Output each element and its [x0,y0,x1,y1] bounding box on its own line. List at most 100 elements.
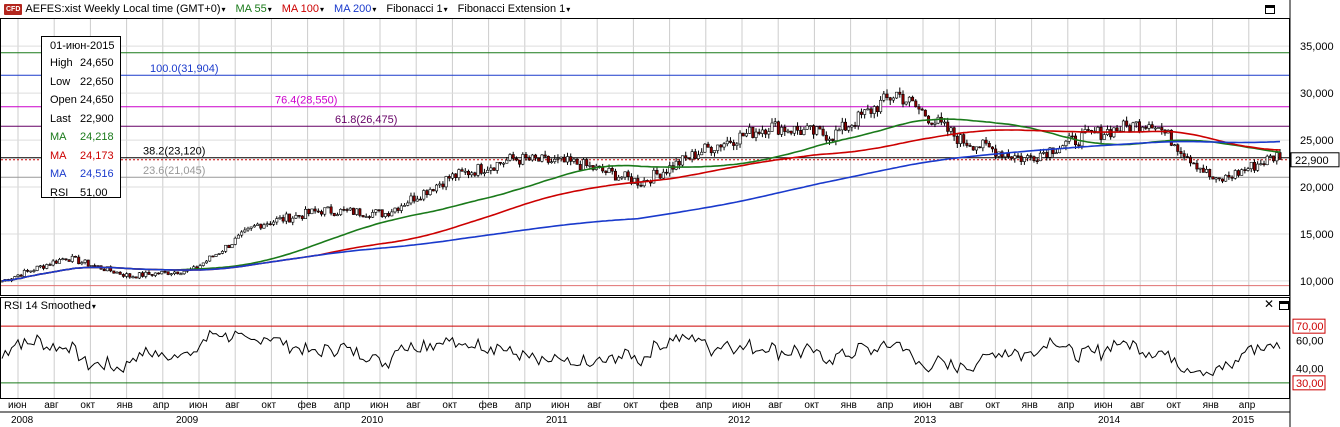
price-candle [415,198,419,202]
price-candle [489,167,493,171]
toolbar-item-1[interactable]: MA 55▾ [236,3,272,15]
price-candle [1115,127,1119,132]
price-candle [588,165,592,167]
chart-toolbar: CFD AEFES:xist Weekly Local time (GMT+0)… [0,0,1290,18]
price-candle [259,223,263,229]
rsi-tick-label: 70,00 [1296,321,1324,333]
price-candle [780,127,784,135]
price-candle [495,161,499,171]
price-candle [105,266,109,272]
price-candle [163,271,167,273]
toolbar-item-5[interactable]: Fibonacci Extension 1▾ [458,3,571,15]
maximize-rsi-panel-icon[interactable] [1279,301,1289,310]
price-candle [936,116,940,124]
fib-level-label: 38.2(23,120) [143,146,205,158]
price-candle [342,209,346,211]
rsi-tick-label: 30,00 [1296,378,1324,390]
price-candle [799,130,803,135]
price-candle [89,265,93,267]
month-label: авг [406,400,421,411]
dropdown-caret-icon[interactable]: ▾ [267,5,272,14]
price-candle [875,106,879,113]
price-candle [578,163,582,171]
dropdown-caret-icon[interactable]: ▾ [443,5,448,14]
price-candle [460,169,464,172]
dropdown-caret-icon[interactable]: ▾ [372,5,377,14]
price-candle [933,122,937,125]
price-candle [1205,169,1209,173]
price-candle [479,164,483,174]
price-candle [214,254,218,257]
price-candle [351,207,355,215]
price-candle [518,159,522,165]
price-candle [665,171,669,174]
dropdown-caret-icon[interactable]: ▾ [566,5,571,14]
month-label: янв [117,400,133,411]
price-candle [1022,157,1026,162]
price-candle [364,216,368,218]
fib-level-label: 23.6(21,045) [143,165,205,177]
price-candle [224,244,228,252]
rsi-dropdown-icon[interactable]: ▾ [91,302,96,311]
price-candle [403,205,407,207]
month-label: авг [225,400,240,411]
price-candle [559,156,563,159]
price-candle [1054,152,1058,155]
price-candle [240,231,244,236]
price-candle [725,140,729,145]
price-candle [661,171,665,179]
toolbar-item-3[interactable]: MA 200▾ [334,3,376,15]
info-label: RSI [50,186,69,199]
info-row-ma-5: MA 24,173 [50,150,116,164]
price-candle [770,122,774,132]
price-candle [463,170,467,173]
price-candle [1147,124,1151,129]
price-candle [419,198,423,201]
price-candle [486,169,490,173]
price-candle [566,156,570,163]
price-candle [1217,177,1221,180]
price-candle [885,93,889,98]
price-candle [524,154,528,158]
price-candle [80,262,84,265]
month-label: апр [1058,400,1075,411]
price-candle [1131,122,1135,132]
info-label: High [50,57,73,69]
maximize-price-panel-icon[interactable] [1265,5,1275,14]
price-candle [882,93,886,101]
dropdown-caret-icon[interactable]: ▾ [320,5,325,14]
price-candle [409,195,413,204]
price-candle [741,132,745,137]
toolbar-item-0[interactable]: AEFES:xist Weekly Local time (GMT+0)▾ [25,3,225,15]
toolbar-item-label: MA 55 [235,3,267,15]
month-label: апр [1239,400,1256,411]
price-candle [355,208,359,215]
price-candle [457,169,461,178]
price-candle [1195,162,1199,170]
year-label: 2009 [176,415,199,426]
price-candle [949,127,953,132]
dropdown-caret-icon[interactable]: ▾ [221,5,226,14]
price-candle [1137,121,1141,132]
month-label: фев [298,399,317,411]
price-candle [48,264,52,266]
price-candle [498,161,502,164]
price-candle [441,183,445,188]
month-label: июн [1094,400,1113,411]
price-candle [828,138,832,141]
rsi-panel-title[interactable]: RSI 14 Smoothed▾ [4,300,96,312]
price-candle [1243,169,1247,171]
close-rsi-panel-icon[interactable]: ✕ [1264,297,1275,311]
toolbar-item-4[interactable]: Fibonacci 1▾ [386,3,447,15]
price-candle [291,217,295,223]
price-candle [173,271,177,274]
price-candle [1265,155,1269,166]
price-candle [1268,155,1272,158]
price-candle [307,208,311,215]
price-candle [1192,162,1196,165]
price-candle [428,189,432,195]
toolbar-item-2[interactable]: MA 100▾ [282,3,324,15]
info-date: 01-июн-2015 [50,40,115,52]
price-candle [406,202,410,206]
